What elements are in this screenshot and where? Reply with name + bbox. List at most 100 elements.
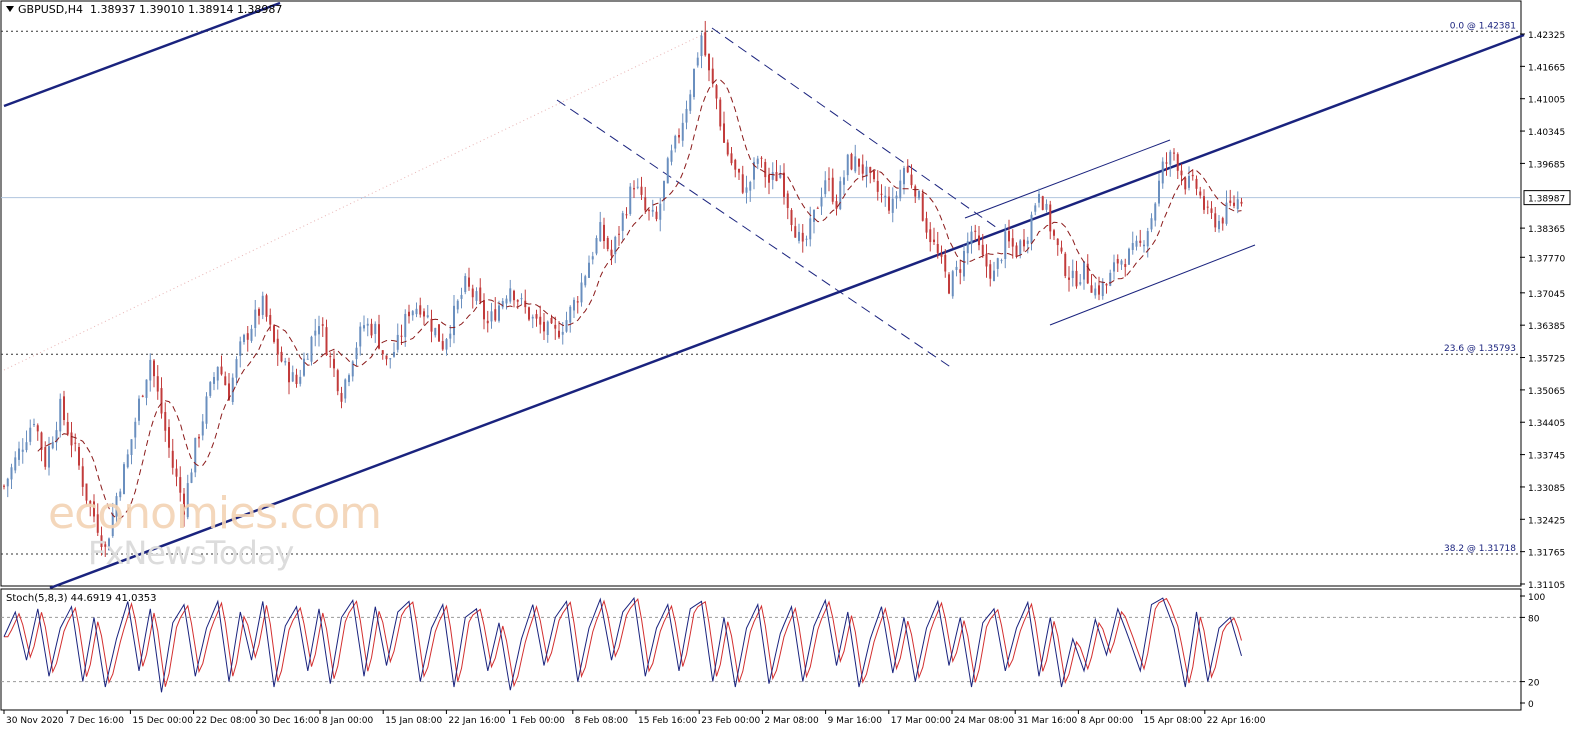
candle-body [985, 253, 988, 267]
y-tick-label: 1.42325 [1528, 31, 1565, 41]
candle-body [1150, 218, 1153, 230]
candle-body [1023, 239, 1025, 247]
candle-body [1169, 151, 1172, 165]
y-tick-label: 1.35725 [1528, 355, 1565, 365]
candle-body [963, 250, 965, 277]
candle-body [820, 196, 823, 207]
candle-body [243, 334, 245, 343]
dropdown-triangle-icon[interactable] [6, 6, 14, 12]
candle-body [246, 333, 249, 340]
candle-body [1086, 263, 1089, 284]
candle-body [89, 501, 92, 505]
candle-body [434, 327, 437, 336]
candle-body [884, 195, 887, 198]
candle-body [715, 85, 718, 99]
candle-body [1026, 240, 1029, 244]
candle-body [21, 449, 24, 452]
candle-body [854, 156, 857, 172]
candle-body [603, 224, 605, 242]
candle-body [55, 430, 58, 443]
candle-body [1034, 205, 1037, 212]
down-channel-upper [711, 27, 1001, 231]
candle-body [700, 35, 703, 57]
x-tick-label: 15 Apr 08:00 [1144, 716, 1203, 726]
stoch-tick-label: 0 [1528, 700, 1534, 710]
candle-body [426, 315, 429, 318]
candle-body [554, 324, 557, 329]
candle-body [921, 193, 924, 221]
candle-body [809, 218, 812, 240]
candle-body [438, 324, 440, 342]
candle-body [1240, 201, 1243, 204]
stoch-label: Stoch(5,8,3) 44.6919 41.0353 [6, 593, 157, 604]
candle-body [996, 258, 999, 269]
candle-body [366, 323, 369, 326]
candle-body [933, 239, 935, 242]
candle-body [1188, 175, 1190, 188]
fibonacci-levels: 0.0 @ 1.42381 23.6 @ 1.35793 38.2 @ 1.3171… [1, 21, 1520, 555]
candle-body [993, 270, 995, 282]
x-tick-label: 8 Jan 00:00 [322, 716, 374, 726]
candle-body [115, 496, 118, 517]
candle-body [760, 157, 763, 159]
candle-body [640, 186, 643, 195]
fib-trend-line [3, 32, 707, 371]
candle-body [1060, 247, 1063, 252]
candle-body [618, 233, 620, 235]
candle-body [1079, 282, 1082, 285]
candle-body [1011, 238, 1014, 247]
ma-line [37, 79, 1242, 520]
candle-body [355, 347, 358, 360]
candle-body [723, 123, 725, 143]
candle-body [801, 232, 804, 242]
candle-body [3, 485, 5, 487]
candle-body [370, 323, 373, 336]
candle-body [475, 291, 478, 301]
candle-body [198, 436, 200, 439]
candle-body [696, 57, 699, 66]
y-tick-label: 1.39685 [1528, 160, 1565, 170]
candle-body [651, 209, 654, 212]
candle-body [1154, 203, 1157, 221]
candle-body [213, 377, 215, 384]
candle-body [359, 326, 362, 347]
x-tick-label: 2 Mar 08:00 [764, 716, 819, 726]
candle-body [1225, 202, 1228, 224]
candle-body [730, 153, 733, 164]
candle-body [464, 276, 467, 293]
candle-body [648, 210, 650, 212]
candle-body [66, 421, 69, 435]
candle-body [336, 370, 339, 392]
candle-body [276, 338, 279, 355]
candle-body [119, 491, 122, 498]
candle-body [340, 392, 343, 402]
candle-body [1128, 248, 1130, 265]
stoch-main-line [3, 596, 1242, 693]
candle-body [558, 330, 560, 338]
candle-body [171, 450, 174, 468]
candle-body [96, 514, 99, 533]
x-tick-label: 30 Dec 16:00 [259, 716, 320, 726]
stoch-tick-label: 20 [1528, 679, 1540, 689]
rising-channel-upper [964, 139, 1171, 219]
x-tick-label: 1 Feb 00:00 [512, 716, 566, 726]
candle-body [419, 305, 422, 315]
candle-body [509, 288, 512, 302]
candle-body [970, 231, 973, 245]
candle-body [573, 299, 575, 311]
candle-body [10, 467, 13, 480]
candle-body [404, 313, 407, 338]
candle-body [659, 203, 662, 220]
candle-body [216, 366, 219, 381]
candle-body [400, 335, 403, 337]
x-tick-label: 8 Apr 00:00 [1080, 716, 1133, 726]
candle-body [318, 326, 320, 335]
candle-body [753, 161, 755, 180]
candle-body [625, 214, 628, 216]
candle-body [674, 135, 677, 149]
candle-body [846, 154, 849, 176]
candle-body [141, 395, 144, 397]
y-tick-label: 1.37045 [1528, 290, 1565, 300]
candle-body [865, 166, 868, 177]
symbol-label: GBPUSD,H4 [18, 3, 83, 16]
